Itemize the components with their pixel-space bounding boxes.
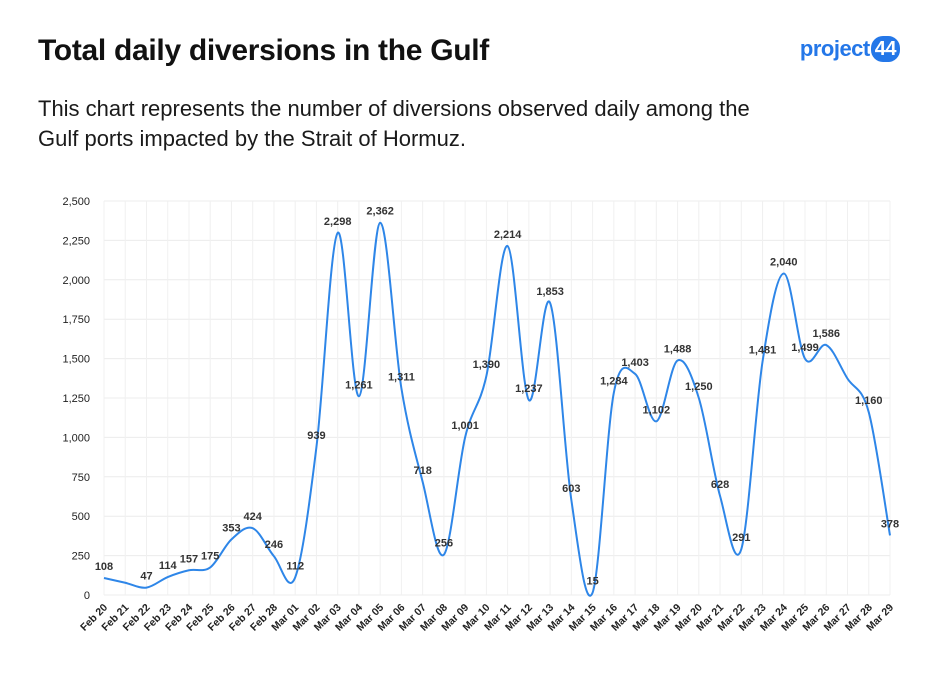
data-label: 175 xyxy=(201,550,219,562)
y-tick-label: 2,250 xyxy=(62,235,90,247)
data-point xyxy=(591,591,594,594)
data-label: 1,499 xyxy=(791,342,819,354)
data-label: 2,214 xyxy=(494,229,522,241)
data-point xyxy=(506,245,509,248)
data-point xyxy=(612,391,615,394)
data-label: 1,261 xyxy=(345,379,373,391)
data-point xyxy=(740,548,743,551)
data-point xyxy=(145,586,148,589)
y-tick-label: 250 xyxy=(72,551,90,563)
data-point xyxy=(421,480,424,483)
data-label: 378 xyxy=(881,518,899,530)
data-point xyxy=(251,527,254,530)
data-label: 1,488 xyxy=(664,343,692,355)
data-point xyxy=(719,495,722,498)
chart-subtitle: This chart represents the number of dive… xyxy=(38,96,750,151)
line-chart: 0 250 500 750 1,000 1,250 1,500 1,750 2,000 2,250… xyxy=(62,196,899,634)
y-tick-label: 1,500 xyxy=(62,354,90,366)
data-label: 15 xyxy=(586,576,598,588)
y-tick-label: 500 xyxy=(72,511,90,523)
data-point xyxy=(697,397,700,400)
data-label: 1,001 xyxy=(451,420,479,432)
data-label: 157 xyxy=(180,553,198,565)
data-point xyxy=(103,576,106,579)
data-point xyxy=(400,387,403,390)
data-point xyxy=(655,420,658,423)
data-point xyxy=(549,301,552,304)
y-tick-label: 2,000 xyxy=(62,275,90,287)
data-label: 353 xyxy=(222,522,240,534)
data-label: 1,586 xyxy=(813,328,841,340)
data-point xyxy=(570,498,573,501)
data-point xyxy=(889,534,892,537)
data-label: 1,403 xyxy=(621,357,649,369)
logo-text: project xyxy=(799,36,870,61)
data-point xyxy=(485,374,488,377)
data-label: 718 xyxy=(413,465,431,477)
data-label: 1,102 xyxy=(643,404,671,416)
data-point xyxy=(464,436,467,439)
data-label: 1,311 xyxy=(388,371,415,383)
series-line xyxy=(103,221,891,597)
data-point xyxy=(272,555,275,558)
data-label: 1,284 xyxy=(600,376,628,388)
data-point xyxy=(209,566,212,569)
data-point xyxy=(676,359,679,362)
data-point xyxy=(804,357,807,360)
data-point xyxy=(867,411,870,414)
data-label: 112 xyxy=(286,560,304,572)
data-label: 1,160 xyxy=(855,395,883,407)
y-tick-label: 0 xyxy=(84,590,90,602)
data-point xyxy=(825,344,828,347)
data-point xyxy=(166,576,169,579)
data-label: 939 xyxy=(307,430,325,442)
data-point xyxy=(187,569,190,572)
data-label: 1,390 xyxy=(473,359,501,371)
data-label: 2,362 xyxy=(366,206,394,218)
data-point xyxy=(442,553,445,556)
data-label: 256 xyxy=(435,538,453,550)
data-label: 1,481 xyxy=(749,345,777,357)
y-tick-label: 750 xyxy=(72,472,90,484)
data-point xyxy=(230,538,233,541)
data-label: 1,250 xyxy=(685,381,713,393)
y-tick-label: 1,250 xyxy=(62,393,90,405)
data-label: 1,237 xyxy=(515,383,543,395)
data-label: 424 xyxy=(244,511,263,523)
logo-badge: 44 xyxy=(870,36,900,62)
data-point xyxy=(634,372,637,375)
data-label: 291 xyxy=(732,532,750,544)
data-point xyxy=(357,395,360,398)
data-point xyxy=(782,272,785,275)
data-label: 603 xyxy=(562,483,580,495)
data-point xyxy=(379,221,382,224)
project44-logo: project 44 xyxy=(800,36,900,62)
data-point xyxy=(761,360,764,363)
data-label: 246 xyxy=(265,539,283,551)
chart-title: Total daily diversions in the Gulf xyxy=(38,34,489,67)
data-label: 114 xyxy=(159,560,178,572)
y-tick-label: 2,500 xyxy=(62,196,90,208)
data-point xyxy=(294,576,297,579)
data-point xyxy=(336,231,339,234)
data-label: 47 xyxy=(140,571,152,583)
y-tick-label: 1,750 xyxy=(62,314,90,326)
y-tick-label: 1,000 xyxy=(62,432,90,444)
data-label: 2,298 xyxy=(324,216,352,228)
data-label: 108 xyxy=(95,561,113,573)
data-label: 2,040 xyxy=(770,256,798,268)
data-point xyxy=(315,446,318,449)
data-label: 628 xyxy=(711,479,729,491)
data-point xyxy=(527,399,530,402)
data-label: 1,853 xyxy=(536,286,564,298)
